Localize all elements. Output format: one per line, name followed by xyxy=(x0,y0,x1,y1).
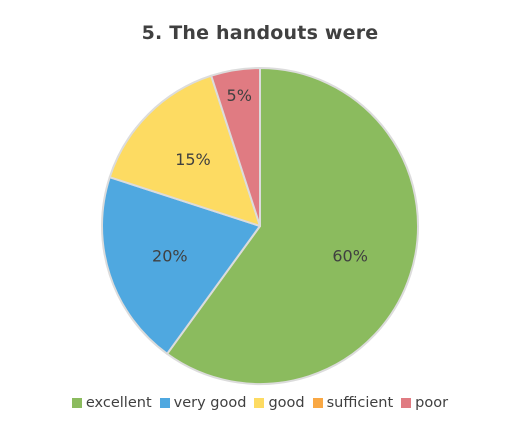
legend: excellent very good good sufficient poor xyxy=(0,395,520,411)
pie-slice-poor xyxy=(210,67,261,227)
legend-swatch xyxy=(312,398,323,408)
legend-swatch xyxy=(401,398,412,408)
slice-label-good: 15% xyxy=(175,150,211,169)
legend-item-poor: poor xyxy=(401,395,448,411)
legend-label: very good xyxy=(173,395,247,411)
legend-swatch xyxy=(254,398,265,408)
legend-label: excellent xyxy=(85,395,152,411)
pie-slice-excellent xyxy=(166,67,419,385)
legend-item-sufficient: sufficient xyxy=(312,395,394,411)
pie-slice-labels: 60% 20% 15% 5% xyxy=(152,86,368,265)
legend-label: poor xyxy=(415,395,449,411)
legend-label: good xyxy=(268,395,305,411)
chart-title: 5. The handouts were xyxy=(141,22,379,44)
pie-slices xyxy=(101,67,419,385)
legend-item-very-good: very good xyxy=(159,395,247,411)
legend-label: sufficient xyxy=(326,395,394,411)
legend-swatch xyxy=(159,398,170,408)
slice-label-poor: 5% xyxy=(227,86,252,105)
slice-label-very-good: 20% xyxy=(152,246,188,265)
slice-label-excellent: 60% xyxy=(332,246,368,265)
legend-swatch xyxy=(71,398,82,408)
legend-item-excellent: excellent xyxy=(71,395,152,411)
legend-item-good: good xyxy=(254,395,305,411)
pie-slice-very-good xyxy=(101,176,261,355)
